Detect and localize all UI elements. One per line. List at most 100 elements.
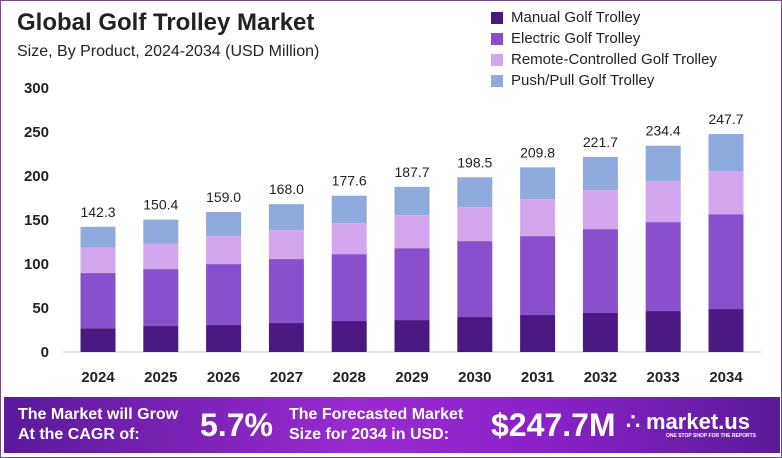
bar-segment	[457, 241, 493, 318]
bar-segment	[457, 177, 493, 208]
x-tick-label: 2024	[81, 369, 115, 386]
legend-item: Manual Golf Trolley	[491, 7, 717, 28]
total-label: 247.7	[708, 111, 743, 127]
forecast-label-line1: The Forecasted Market	[289, 406, 464, 423]
cagr-label: The Market will Grow At the CAGR of:	[18, 405, 178, 445]
x-tick-label: 2031	[521, 369, 554, 386]
chart-subtitle: Size, By Product, 2024-2034 (USD Million…	[17, 43, 320, 60]
total-label: 168.0	[269, 181, 304, 197]
logo-icon: ∴	[626, 409, 640, 434]
forecast-value: $247.7M	[491, 407, 616, 443]
legend: Manual Golf Trolley Electric Golf Trolley…	[491, 7, 717, 91]
bar-segment	[457, 317, 493, 352]
bar-segment	[206, 236, 242, 265]
bar-segment	[708, 309, 744, 352]
legend-item: Electric Golf Trolley	[491, 28, 717, 49]
bar-segment	[645, 181, 681, 223]
legend-label: Remote-Controlled Golf Trolley	[511, 51, 717, 68]
cagr-label-line2: At the CAGR of:	[18, 426, 140, 443]
bar-segment	[394, 248, 430, 321]
y-tick-label: 0	[41, 344, 49, 361]
bar-segment	[206, 264, 242, 326]
bar-segment	[80, 226, 116, 248]
forecast-label-line2: Size for 2034 in USD:	[289, 426, 450, 443]
bar-segment	[708, 171, 744, 215]
market-us-logo: ∴ market.us ONE STOP SHOP FOR THE REPORT…	[626, 409, 756, 439]
x-tick-label: 2029	[395, 369, 428, 386]
bar-segment	[520, 315, 556, 352]
bar-segment	[80, 247, 116, 274]
x-tick-label: 2033	[647, 369, 680, 386]
chart-title: Global Golf Trolley Market	[17, 9, 315, 36]
y-tick-label: 200	[24, 168, 49, 185]
bar-segment	[80, 328, 116, 352]
total-label: 142.3	[80, 204, 115, 220]
bar-segment	[645, 311, 681, 352]
total-label: 221.7	[583, 134, 618, 150]
x-tick-label: 2028	[333, 369, 366, 386]
total-label: 150.4	[143, 197, 178, 213]
bar-segment	[206, 325, 242, 352]
bar-segment	[206, 212, 242, 237]
bar-segment	[331, 195, 367, 224]
legend-swatch	[491, 74, 503, 87]
bar-segment	[645, 145, 681, 182]
legend-swatch	[491, 53, 503, 66]
bar-segment	[582, 313, 618, 352]
cagr-label-line1: The Market will Grow	[18, 406, 179, 423]
bar-segment	[268, 323, 304, 352]
bar-segment	[143, 219, 179, 244]
y-tick-label: 300	[24, 80, 49, 97]
logo-name: market.us	[646, 409, 750, 434]
bar-segment	[708, 134, 744, 172]
cagr-value: 5.7%	[200, 407, 273, 443]
y-tick-label: 250	[24, 124, 49, 141]
y-tick-label: 150	[24, 212, 49, 229]
x-tick-label: 2025	[144, 369, 177, 386]
total-label: 177.6	[332, 173, 367, 189]
bar-segment	[645, 222, 681, 312]
bar-segment	[394, 320, 430, 352]
bar-segment	[331, 254, 367, 322]
x-tick-label: 2027	[270, 369, 303, 386]
bar-segment	[268, 230, 304, 260]
bar-segment	[520, 167, 556, 200]
bar-segment	[143, 269, 179, 327]
bar-segment	[582, 229, 618, 314]
legend-swatch	[491, 32, 503, 45]
bar-segment	[394, 215, 430, 249]
x-tick-label: 2032	[584, 369, 617, 386]
legend-label: Manual Golf Trolley	[511, 9, 641, 26]
bar-segment	[582, 156, 618, 191]
legend-label: Electric Golf Trolley	[511, 30, 641, 47]
forecast-label: The Forecasted Market Size for 2034 in U…	[289, 405, 463, 445]
x-tick-label: 2030	[458, 369, 491, 386]
bar-segment	[268, 259, 304, 324]
total-label: 198.5	[457, 154, 492, 170]
bar-segment	[143, 243, 179, 270]
legend-label: Push/Pull Golf Trolley	[511, 72, 655, 89]
bar-segment	[582, 190, 618, 230]
total-label: 209.8	[520, 144, 555, 160]
bar-segment	[80, 273, 116, 329]
bar-segment	[457, 207, 493, 242]
bar-segment	[520, 199, 556, 237]
bar-segment	[520, 236, 556, 316]
x-tick-label: 2026	[207, 369, 240, 386]
x-tick-label: 2034	[709, 369, 743, 386]
total-label: 159.0	[206, 189, 241, 205]
y-tick-label: 50	[32, 300, 49, 317]
legend-item: Remote-Controlled Golf Trolley	[491, 49, 717, 70]
bar-segment	[708, 214, 744, 310]
legend-item: Push/Pull Golf Trolley	[491, 70, 717, 91]
bar-segment	[331, 321, 367, 352]
total-label: 234.4	[646, 123, 681, 139]
logo-tagline: ONE STOP SHOP FOR THE REPORTS	[666, 433, 757, 439]
total-label: 187.7	[394, 164, 429, 180]
bar-segment	[268, 204, 304, 231]
bar-segment	[331, 223, 367, 255]
summary-banner: The Market will Grow At the CAGR of: 5.7…	[4, 397, 780, 453]
bar-segment	[394, 186, 430, 216]
bar-segment	[143, 326, 179, 352]
